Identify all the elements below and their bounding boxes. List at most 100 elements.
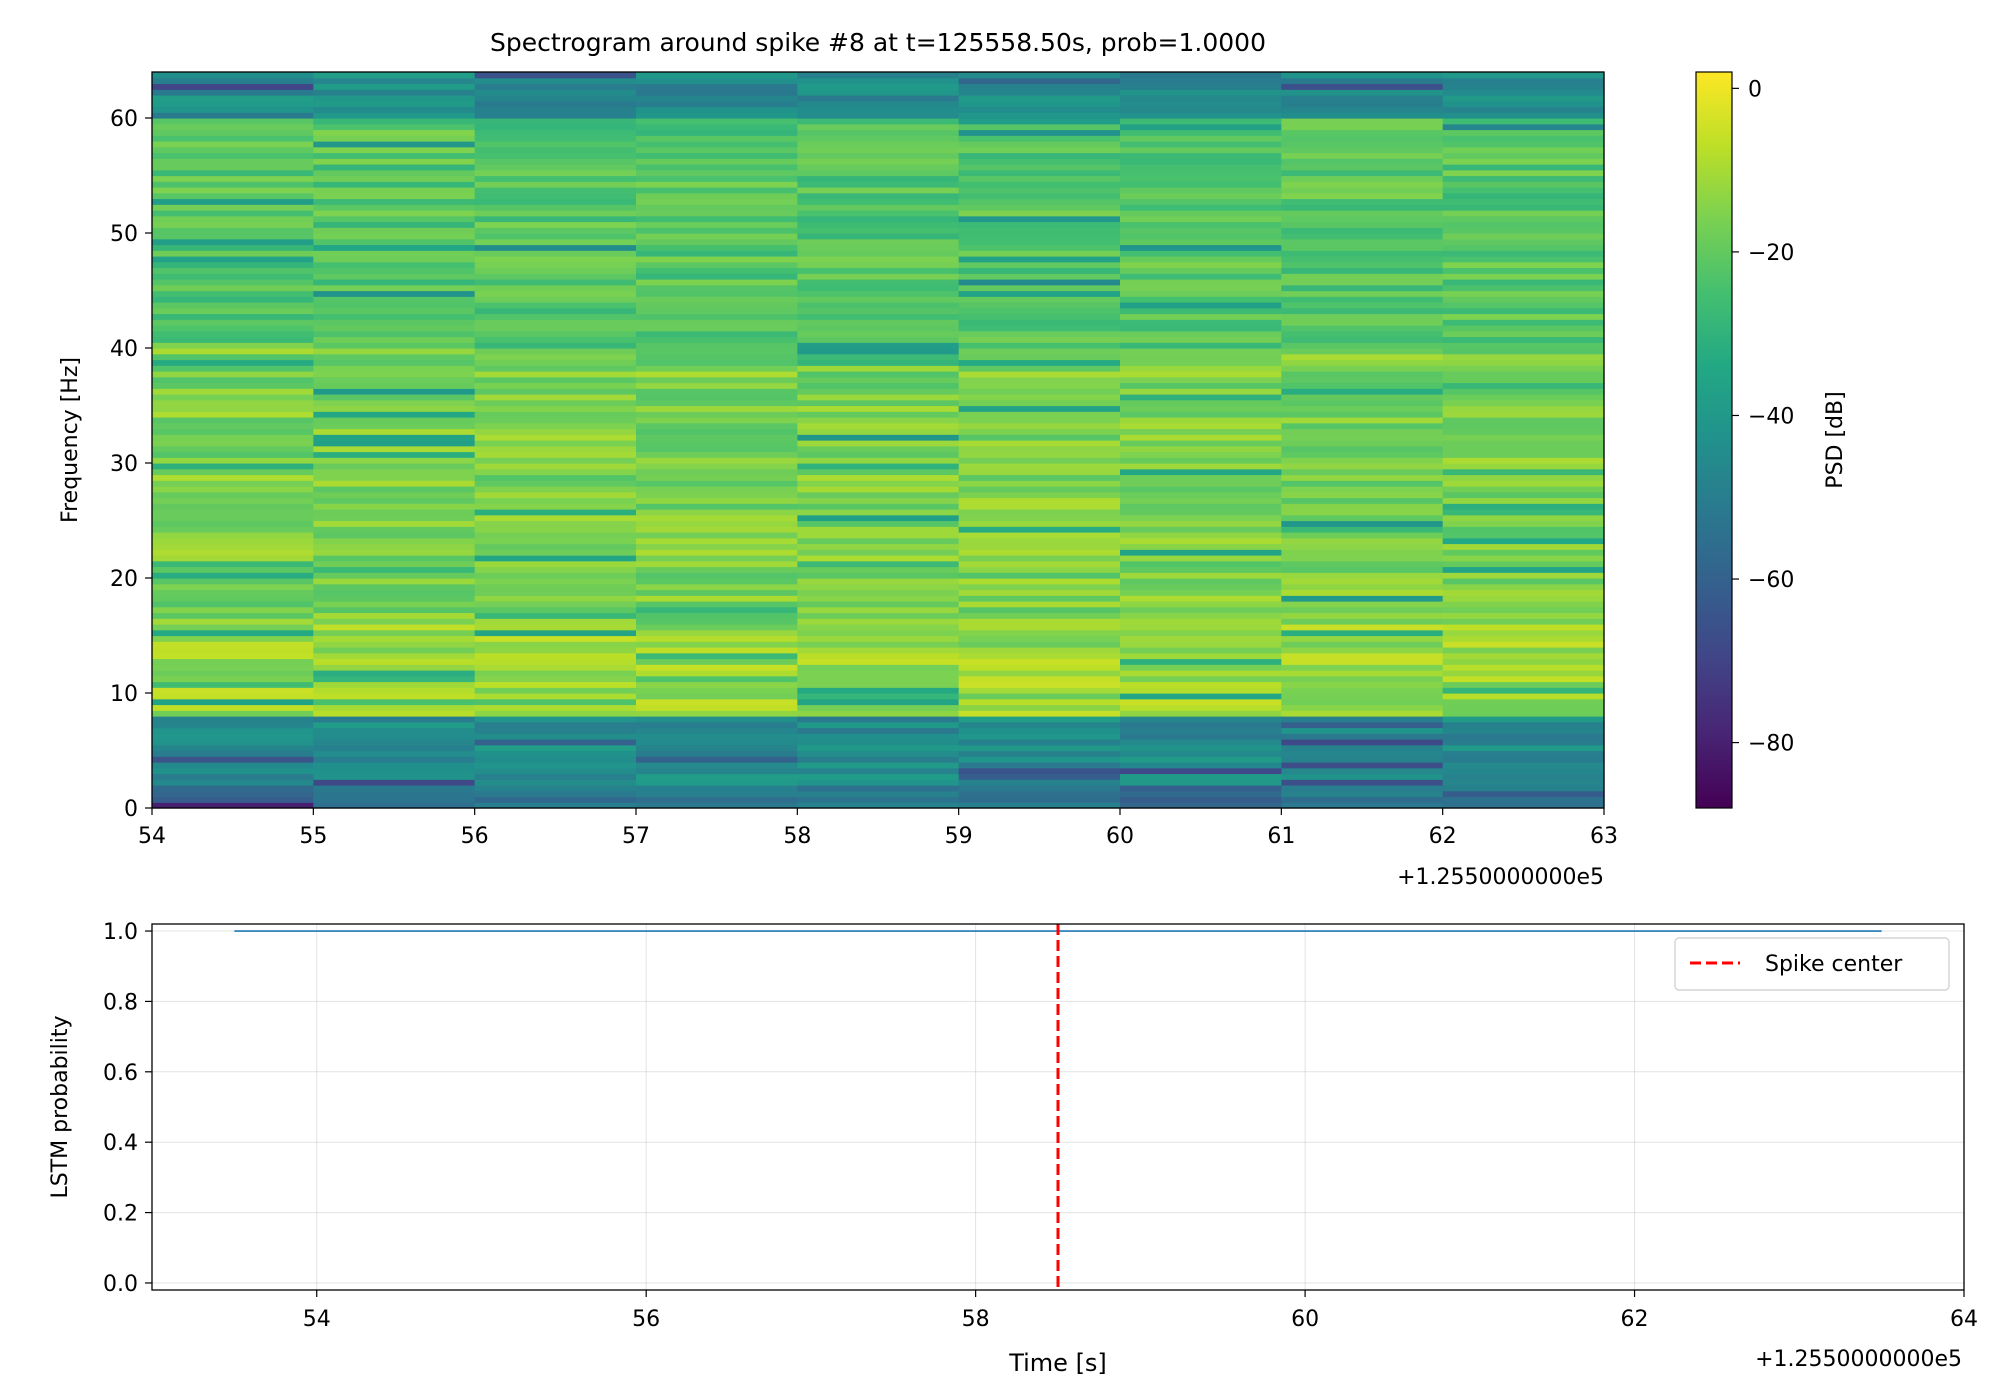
spectrogram-cell	[1120, 175, 1282, 182]
spectrogram-cell	[152, 635, 314, 642]
spectrogram-x-tick-label: 56	[461, 824, 489, 849]
spectrogram-cell	[636, 583, 798, 591]
spectrogram-cell	[152, 302, 314, 309]
spectrogram-cell	[1281, 451, 1444, 458]
spectrogram-cell	[797, 750, 960, 757]
spectrogram-cell	[1120, 537, 1282, 545]
spectrogram-cell	[313, 307, 476, 315]
spectrogram-cell	[1281, 371, 1444, 378]
spectrogram-cell	[474, 612, 637, 619]
spectrogram-cell	[958, 417, 1121, 424]
spectrogram-cell	[1442, 376, 1605, 384]
spectrogram-cell	[474, 664, 637, 671]
spectrogram-cell	[958, 802, 1121, 809]
spectrogram-cell	[636, 606, 798, 614]
spectrogram-cell	[313, 227, 476, 234]
spectrogram-cell	[958, 428, 1121, 435]
spectrogram-cell	[313, 641, 476, 648]
spectrogram-cell	[1281, 704, 1444, 711]
spectrogram-cell	[797, 100, 960, 108]
spectrogram-cell	[474, 468, 637, 476]
spectrogram-cell	[958, 612, 1121, 619]
spectrogram-cell	[958, 348, 1121, 355]
spectrogram-cell	[313, 779, 476, 786]
spectrogram-cell	[1281, 463, 1444, 470]
spectrogram-cell	[1442, 192, 1605, 200]
spectrogram-cell	[313, 325, 476, 332]
probability-y-tick-label: 0.4	[103, 1131, 138, 1156]
spectrogram-cell	[797, 192, 960, 200]
spectrogram-cell	[152, 796, 314, 803]
spectrogram-y-tick-label: 50	[110, 222, 138, 247]
spectrogram-cell	[313, 796, 476, 803]
spectrogram-cell	[152, 250, 314, 257]
spectrogram-cell	[474, 244, 637, 251]
spectrogram-cell	[1120, 100, 1282, 108]
spectrogram-cell	[797, 675, 960, 683]
spectrogram-cell	[636, 560, 798, 568]
spectrogram-cell	[958, 169, 1121, 177]
spectrogram-cell	[1120, 95, 1282, 102]
spectrogram-cell	[313, 302, 476, 309]
spectrogram-cell	[1281, 595, 1444, 602]
spectrogram-cell	[313, 290, 476, 297]
spectrogram-cell	[636, 192, 798, 200]
spectrogram-cell	[313, 267, 476, 274]
spectrogram-cell	[152, 382, 314, 389]
spectrogram-cell	[797, 325, 960, 332]
spectrogram-cell	[1120, 595, 1282, 602]
spectrogram-cell	[797, 77, 960, 85]
spectrogram-cell	[313, 313, 476, 320]
spectrogram-cell	[152, 468, 314, 476]
spectrogram-cell	[1120, 307, 1282, 315]
spectrogram-cell	[474, 371, 637, 378]
spectrogram-cell	[1120, 606, 1282, 614]
spectrogram-cell	[636, 100, 798, 108]
spectrogram-cell	[1281, 486, 1444, 493]
spectrogram-cell	[797, 532, 960, 539]
spectrogram-cell	[313, 445, 476, 453]
spectrogram-x-tick-label: 62	[1429, 824, 1457, 849]
spectrogram-cell	[636, 112, 798, 119]
spectrogram-cell	[636, 158, 798, 165]
spectrogram-cell	[797, 440, 960, 447]
spectrogram-cell	[1120, 302, 1282, 309]
spectrogram-cell	[958, 336, 1121, 343]
legend: Spike center	[1674, 937, 1950, 991]
spectrogram-cell	[958, 302, 1121, 309]
spectrogram-cell	[797, 284, 960, 292]
spectrogram-cell	[152, 83, 314, 90]
spectrogram-cell	[797, 578, 960, 585]
spectrogram-cell	[958, 152, 1121, 159]
spectrogram-cell	[958, 250, 1121, 257]
spectrogram-cell	[797, 89, 960, 96]
spectrogram-cell	[636, 411, 798, 418]
spectrogram-cell	[958, 290, 1121, 297]
spectrogram-cell	[474, 589, 637, 596]
spectrogram-cell	[797, 543, 960, 550]
spectrogram-cell	[636, 739, 798, 746]
spectrogram-cell	[958, 388, 1121, 395]
spectrogram-cell	[636, 767, 798, 775]
spectrogram-cell	[1442, 187, 1605, 194]
spectrogram-cell	[1442, 417, 1605, 424]
spectrogram-cell	[313, 727, 476, 734]
spectrogram-cell	[313, 704, 476, 711]
spectrogram-cell	[1120, 428, 1282, 435]
spectrogram-cell	[1442, 129, 1605, 136]
spectrogram-cell	[958, 118, 1121, 125]
spectrogram-cell	[797, 135, 960, 142]
spectrogram-cell	[474, 693, 637, 700]
spectrogram-cell	[313, 376, 476, 384]
spectrogram-cell	[958, 514, 1121, 522]
spectrogram-cell	[636, 652, 798, 660]
spectrogram-cell	[152, 192, 314, 200]
spectrogram-cell	[474, 520, 637, 527]
spectrogram-cell	[636, 486, 798, 493]
spectrogram-cell	[797, 417, 960, 424]
spectrogram-cell	[797, 290, 960, 297]
spectrogram-cell	[1281, 480, 1444, 487]
spectrogram-cell	[474, 583, 637, 591]
spectrogram-cell	[1442, 181, 1605, 188]
spectrogram-cell	[797, 376, 960, 384]
